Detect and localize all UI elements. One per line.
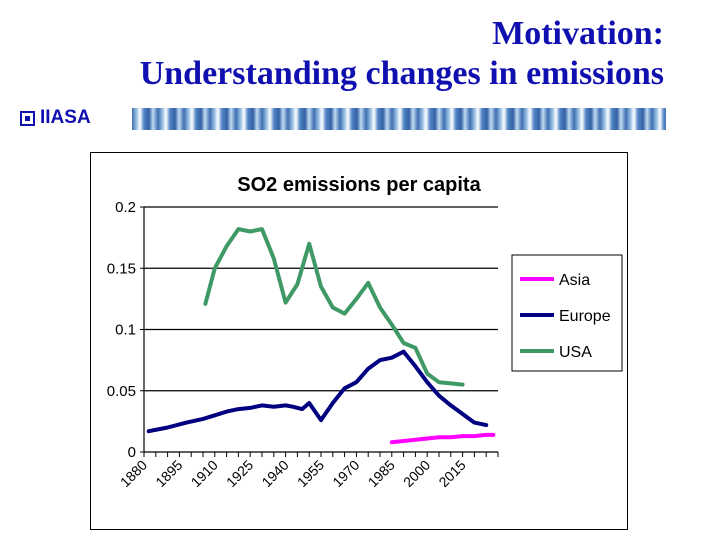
brand-name: IIASA xyxy=(40,107,91,128)
water-band-decoration xyxy=(132,108,666,130)
legend-label-usa: USA xyxy=(559,344,592,361)
y-tick-label: 0.1 xyxy=(115,322,136,339)
series-line-europe xyxy=(146,349,489,434)
series-line-usa xyxy=(203,227,465,387)
y-tick-label: 0.2 xyxy=(115,199,136,216)
iiasa-logo-icon xyxy=(20,111,35,126)
chart-frame: SO2 emissions per capita 0 0.05 0.1 0.15 0.2 1… xyxy=(90,152,628,530)
y-tick-label: 0.05 xyxy=(107,383,136,400)
y-tick-label: 0 xyxy=(128,444,136,461)
x-tick-label: 1895 xyxy=(152,457,185,490)
x-tick-label: 1940 xyxy=(258,457,291,490)
y-tick-label: 0.15 xyxy=(107,260,136,277)
slide-title-line1: Motivation: xyxy=(492,15,664,52)
x-tick-label: 1955 xyxy=(294,457,327,490)
slide-title: Motivation: Understanding changes in emi… xyxy=(140,14,664,94)
x-tick-label: 1985 xyxy=(365,457,398,490)
x-tick-label: 1925 xyxy=(223,457,256,490)
brand-banner: IIASA xyxy=(16,104,670,134)
x-tick-label: 1970 xyxy=(329,457,362,490)
x-tick-label: 2000 xyxy=(400,457,433,490)
line-chart: SO2 emissions per capita 0 0.05 0.1 0.15 0.2 1… xyxy=(107,174,623,490)
x-tick-label: 1880 xyxy=(117,457,150,490)
chart-title: SO2 emissions per capita xyxy=(237,174,481,196)
slide-title-line2: Understanding changes in emissions xyxy=(139,55,664,92)
x-tick-label: 2015 xyxy=(435,457,468,490)
series-line-asia xyxy=(389,432,496,445)
legend-label-asia: Asia xyxy=(559,272,590,289)
legend-label-europe: Europe xyxy=(559,308,611,325)
x-tick-label: 1910 xyxy=(188,457,221,490)
